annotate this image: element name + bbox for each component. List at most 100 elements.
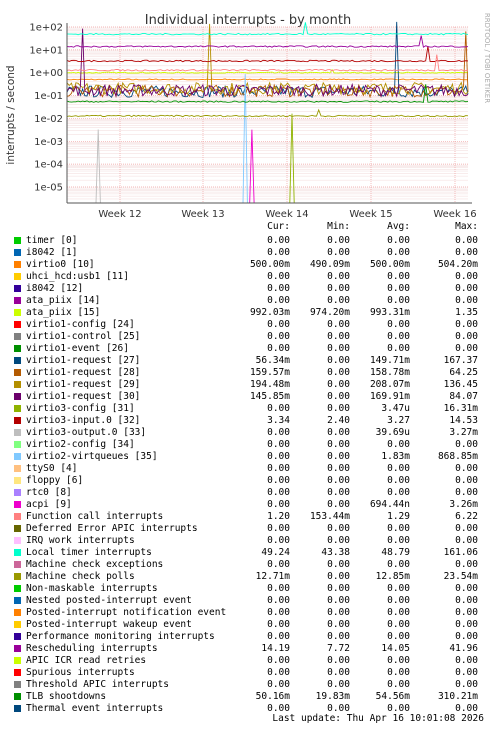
legend-cur-value: 14.19 — [261, 643, 290, 654]
legend-max-value: 0.00 — [455, 283, 478, 294]
legend-max-value: 0.00 — [455, 295, 478, 306]
legend-min-value: 0.00 — [327, 319, 350, 330]
legend-cur-value: 0.00 — [267, 235, 290, 246]
legend-min-value: 0.00 — [327, 703, 350, 714]
legend-max-value: 0.00 — [455, 487, 478, 498]
legend-cur-value: 0.00 — [267, 499, 290, 510]
legend-cur-value: 0.00 — [267, 247, 290, 258]
legend-label: virtio1-config [24] — [26, 319, 135, 330]
legend-min-value: 0.00 — [327, 295, 350, 306]
legend-min-value: 0.00 — [327, 655, 350, 666]
legend-swatch — [14, 345, 21, 352]
legend-swatch — [14, 549, 21, 556]
legend-swatch — [14, 573, 21, 580]
legend-swatch — [14, 393, 21, 400]
legend-label: virtio1-request [28] — [26, 367, 141, 378]
legend-label: virtio2-virtqueues [35] — [26, 451, 158, 462]
legend-row: timer [0] 0.00 0.00 0.00 0.00 — [0, 235, 497, 247]
legend-max-value: 3.26m — [449, 499, 478, 510]
legend-min-value: 0.00 — [327, 451, 350, 462]
legend-min-value: 0.00 — [327, 595, 350, 606]
legend-cur-value: 0.00 — [267, 667, 290, 678]
legend-min-value: 0.00 — [327, 439, 350, 450]
legend-row: Non-maskable interrupts 0.00 0.00 0.00 0.00 — [0, 583, 497, 595]
legend-max-value: 64.25 — [449, 367, 478, 378]
legend-avg-value: 993.31m — [369, 307, 410, 318]
legend-cur-value: 0.00 — [267, 283, 290, 294]
legend-min-value: 0.00 — [327, 379, 350, 390]
legend-max-value: 23.54m — [443, 571, 478, 582]
legend-row: Posted-interrupt notification event 0.00 0… — [0, 607, 497, 619]
legend-label: Machine check polls — [26, 571, 135, 582]
legend-label: uhci_hcd:usb1 [11] — [26, 271, 129, 282]
legend-min-value: 0.00 — [327, 487, 350, 498]
legend-avg-value: 149.71m — [369, 355, 410, 366]
legend-row: virtio0 [10] 500.00m 490.09m 500.00m 504.20m — [0, 259, 497, 271]
legend-swatch — [14, 417, 21, 424]
x-tick-label: Week 12 — [98, 209, 141, 220]
legend-swatch — [14, 369, 21, 376]
legend-avg-value: 0.00 — [387, 331, 410, 342]
legend-min-value: 0.00 — [327, 235, 350, 246]
legend-label: virtio2-config [34] — [26, 439, 135, 450]
legend-cur-value: 0.00 — [267, 439, 290, 450]
legend-avg-value: 0.00 — [387, 619, 410, 630]
legend-max-value: 0.00 — [455, 595, 478, 606]
legend-label: APIC ICR read retries — [26, 655, 147, 666]
y-tick-label: 1e-04 — [34, 160, 63, 171]
legend-swatch — [14, 297, 21, 304]
y-tick-label: 1e+01 — [29, 45, 63, 56]
legend-avg-value: 48.79 — [381, 547, 410, 558]
legend-row: virtio1-event [26] 0.00 0.00 0.00 0.00 — [0, 343, 497, 355]
legend-min-value: 0.00 — [327, 499, 350, 510]
legend-swatch — [14, 669, 21, 676]
legend-avg-value: 3.47u — [381, 403, 410, 414]
legend-swatch — [14, 621, 21, 628]
legend-min-value: 0.00 — [327, 331, 350, 342]
legend-row: virtio1-control [25] 0.00 0.00 0.00 0.00 — [0, 331, 497, 343]
legend-min-value: 974.20m — [309, 307, 350, 318]
legend-label: i8042 [1] — [26, 247, 78, 258]
y-tick-label: 1e-05 — [34, 183, 63, 194]
legend-max-value: 0.00 — [455, 475, 478, 486]
legend-label: Nested posted-interrupt event — [26, 595, 192, 606]
legend-row: virtio1-request [30] 145.85m 0.00 169.91m 84… — [0, 391, 497, 403]
legend-row: Deferred Error APIC interrupts 0.00 0.00 0.… — [0, 523, 497, 535]
legend-label: virtio0 [10] — [26, 259, 95, 270]
legend-label: Posted-interrupt wakeup event — [26, 619, 192, 630]
legend-max-value: 0.00 — [455, 559, 478, 570]
legend-cur-value: 0.00 — [267, 343, 290, 354]
legend-swatch — [14, 285, 21, 292]
legend-max-value: 0.00 — [455, 271, 478, 282]
legend-min-value: 0.00 — [327, 607, 350, 618]
legend-swatch — [14, 321, 21, 328]
legend-max-value: 0.00 — [455, 463, 478, 474]
legend-max-value: 0.00 — [455, 631, 478, 642]
legend-max-value: 136.45 — [443, 379, 478, 390]
legend-row: i8042 [12] 0.00 0.00 0.00 0.00 — [0, 283, 497, 295]
y-tick-label: 1e+00 — [29, 68, 63, 79]
legend-avg-value: 0.00 — [387, 283, 410, 294]
x-tick-label: Week 16 — [433, 209, 476, 220]
legend-min-value: 43.38 — [321, 547, 350, 558]
legend-cur-value: 50.16m — [255, 691, 290, 702]
legend-label: virtio1-request [30] — [26, 391, 141, 402]
legend-cur-value: 0.00 — [267, 523, 290, 534]
legend-label: Local timer interrupts — [26, 547, 152, 558]
legend-swatch — [14, 441, 21, 448]
legend-avg-value: 0.00 — [387, 583, 410, 594]
legend-max-value: 41.96 — [449, 643, 478, 654]
series-line — [66, 108, 469, 118]
legend-label: acpi [9] — [26, 499, 72, 510]
series-line — [66, 84, 469, 103]
legend-label: virtio3-config [31] — [26, 403, 135, 414]
legend-label: Function call interrupts — [26, 511, 164, 522]
legend-label: Performance monitoring interrupts — [26, 631, 215, 642]
legend-max-value: 0.00 — [455, 619, 478, 630]
legend-cur-value: 500.00m — [249, 259, 290, 270]
legend-row: Local timer interrupts 49.24 43.38 48.79 161… — [0, 547, 497, 559]
legend-row: Performance monitoring interrupts 0.00 0.0… — [0, 631, 497, 643]
legend-label: TLB shootdowns — [26, 691, 107, 702]
legend-cur-value: 0.00 — [267, 475, 290, 486]
legend-avg-value: 0.00 — [387, 463, 410, 474]
